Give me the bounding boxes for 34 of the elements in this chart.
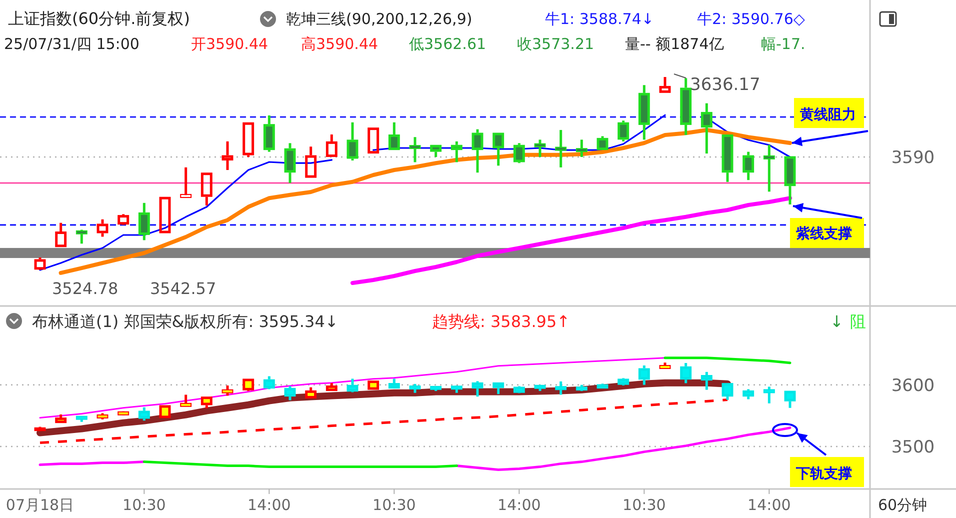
text: 阻 <box>850 312 866 331</box>
x-tick-label: 10:30 <box>622 496 666 514</box>
x-tick-label: 07月18日 <box>6 496 74 514</box>
y-tick-label: 3600 <box>891 376 935 396</box>
line-series <box>39 357 666 419</box>
x-tick-label: 14:00 <box>498 496 541 514</box>
x-tick-label: 10:30 <box>122 496 166 514</box>
text: ↓ <box>830 312 844 331</box>
text: 60分钟 <box>878 496 928 514</box>
text: 牛1: 3588.74↓ <box>545 10 654 28</box>
x-tick-label: 14:00 <box>248 496 291 514</box>
text: 25/07/31/四 15:00 <box>4 35 140 53</box>
ref-line-label: 3590 <box>891 148 935 168</box>
x-tick-label: 10:30 <box>372 496 416 514</box>
text: 3524.78 <box>52 279 118 298</box>
annotation: 趋势线: 3583.95↑ <box>432 312 570 331</box>
text: 量-- 额1874亿 <box>625 35 724 53</box>
chart-title: 上证指数(60分钟.前复权) <box>8 9 190 28</box>
text: 幅-17. <box>761 35 806 53</box>
text: 低3562.61 <box>409 35 486 53</box>
text: 高3590.44 <box>301 35 378 53</box>
line-series <box>38 398 729 444</box>
x-tick-label: 14:00 <box>748 496 791 514</box>
text: 收3573.21 <box>517 35 594 53</box>
annotation: 下轨支撑 <box>795 466 852 482</box>
annotation: 黄线阻力 <box>799 107 856 123</box>
annotation: 紫线支撑 <box>795 226 852 242</box>
chart-title: 布林通道(1) 郑国荣&版权所有: 3595.34↓ <box>32 312 338 331</box>
y-tick-label: 3500 <box>891 437 935 458</box>
text: 牛2: 3590.76◇ <box>697 10 806 28</box>
text: 3542.57 <box>150 279 216 298</box>
annotation: 3636.17 <box>690 75 760 95</box>
text: 开3590.44 <box>191 35 268 53</box>
text: 乾坤三线(90,200,12,26,9) <box>286 10 472 28</box>
